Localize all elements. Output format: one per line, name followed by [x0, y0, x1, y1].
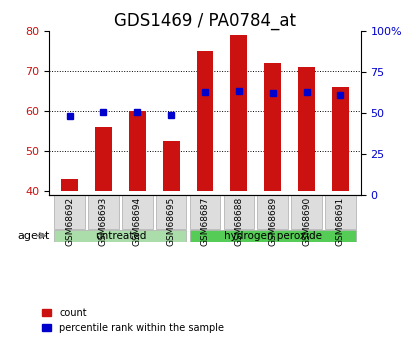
Bar [257, 195, 287, 229]
Bar [230, 35, 247, 191]
Text: GSM68693: GSM68693 [99, 197, 108, 246]
Bar [331, 87, 348, 191]
Bar [88, 195, 118, 229]
Text: GSM68691: GSM68691 [335, 197, 344, 246]
Text: hydrogen peroxide: hydrogen peroxide [223, 231, 321, 241]
Bar [128, 111, 145, 191]
Text: GSM68687: GSM68687 [200, 197, 209, 246]
Text: agent: agent [18, 231, 50, 241]
Text: GSM68692: GSM68692 [65, 197, 74, 246]
Bar [122, 195, 152, 229]
Legend: count, percentile rank within the sample: count, percentile rank within the sample [38, 304, 227, 337]
Text: GSM68694: GSM68694 [133, 197, 142, 246]
Bar [324, 195, 355, 229]
Bar [54, 230, 186, 241]
Bar [264, 63, 281, 191]
Bar [162, 141, 179, 191]
Text: GSM68688: GSM68688 [234, 197, 243, 246]
Text: GSM68689: GSM68689 [267, 197, 276, 246]
Text: GSM68695: GSM68695 [166, 197, 175, 246]
Bar [189, 230, 355, 241]
Bar [196, 51, 213, 191]
Title: GDS1469 / PA0784_at: GDS1469 / PA0784_at [114, 12, 295, 30]
Bar [297, 67, 314, 191]
Bar [189, 195, 220, 229]
Bar [54, 195, 85, 229]
Bar [95, 127, 112, 191]
Bar [291, 195, 321, 229]
Text: GSM68690: GSM68690 [301, 197, 310, 246]
Bar [223, 195, 254, 229]
Bar [155, 195, 186, 229]
Text: untreated: untreated [94, 231, 146, 241]
Bar [61, 179, 78, 191]
